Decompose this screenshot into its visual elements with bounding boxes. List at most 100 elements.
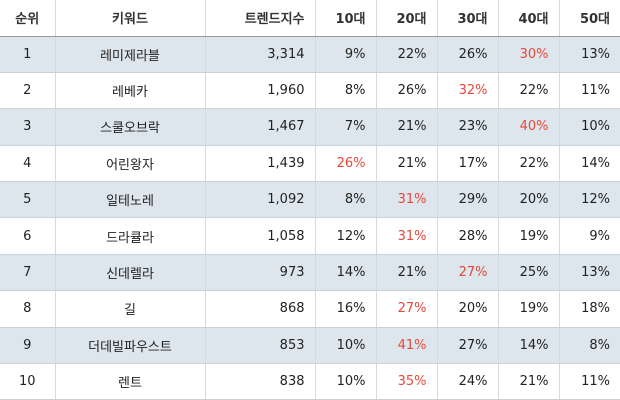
table-row: 10 렌트 838 10% 35% 24% 21% 11% bbox=[0, 363, 620, 400]
cell-age30: 17% bbox=[437, 145, 499, 183]
table-row: 7 신데렐라 973 14% 21% 27% 25% 13% bbox=[0, 254, 620, 292]
cell-rank: 2 bbox=[0, 72, 56, 110]
table-body: 1 레미제라블 3,314 9% 22% 26% 30% 13% 2 레베카 1,960 8% 26% 3… bbox=[0, 36, 620, 400]
cell-age30: 20% bbox=[437, 290, 499, 328]
table-row: 8 길 868 16% 27% 20% 19% 18% bbox=[0, 290, 620, 328]
cell-score: 1,467 bbox=[205, 108, 316, 146]
cell-score: 1,092 bbox=[205, 181, 316, 219]
cell-age40: 22% bbox=[498, 72, 560, 110]
header-keyword: 키워드 bbox=[55, 0, 206, 37]
cell-age40: 30% bbox=[498, 36, 560, 73]
cell-age30: 29% bbox=[437, 181, 499, 219]
cell-age10: 7% bbox=[315, 108, 377, 146]
cell-age30: 24% bbox=[437, 363, 499, 400]
cell-rank: 9 bbox=[0, 327, 56, 365]
cell-keyword: 더데빌파우스트 bbox=[55, 327, 206, 365]
table-row: 2 레베카 1,960 8% 26% 32% 22% 11% bbox=[0, 72, 620, 110]
cell-rank: 5 bbox=[0, 181, 56, 219]
header-row: 순위 키워드 트렌드지수 10대 20대 30대 40대 50대 bbox=[0, 0, 620, 37]
cell-age50: 8% bbox=[559, 327, 620, 365]
cell-score: 3,314 bbox=[205, 36, 316, 73]
cell-age20: 21% bbox=[376, 145, 438, 183]
cell-age20: 35% bbox=[376, 363, 438, 400]
cell-age40: 20% bbox=[498, 181, 560, 219]
header-age40: 40대 bbox=[498, 0, 560, 37]
cell-age40: 14% bbox=[498, 327, 560, 365]
cell-age40: 25% bbox=[498, 254, 560, 292]
cell-age50: 13% bbox=[559, 254, 620, 292]
header-age10: 10대 bbox=[315, 0, 377, 37]
cell-rank: 6 bbox=[0, 217, 56, 255]
cell-age40: 19% bbox=[498, 290, 560, 328]
cell-age20: 26% bbox=[376, 72, 438, 110]
cell-keyword: 드라큘라 bbox=[55, 217, 206, 255]
cell-age30: 23% bbox=[437, 108, 499, 146]
cell-rank: 8 bbox=[0, 290, 56, 328]
table-row: 4 어린왕자 1,439 26% 21% 17% 22% 14% bbox=[0, 145, 620, 183]
cell-age50: 11% bbox=[559, 72, 620, 110]
cell-keyword: 렌트 bbox=[55, 363, 206, 400]
table-row: 3 스쿨오브락 1,467 7% 21% 23% 40% 10% bbox=[0, 108, 620, 146]
cell-keyword: 스쿨오브락 bbox=[55, 108, 206, 146]
cell-score: 1,058 bbox=[205, 217, 316, 255]
cell-age20: 27% bbox=[376, 290, 438, 328]
cell-age10: 10% bbox=[315, 363, 377, 400]
cell-age30: 27% bbox=[437, 327, 499, 365]
cell-keyword: 레미제라블 bbox=[55, 36, 206, 73]
header-age50: 50대 bbox=[559, 0, 620, 37]
cell-score: 1,439 bbox=[205, 145, 316, 183]
table-row: 9 더데빌파우스트 853 10% 41% 27% 14% 8% bbox=[0, 327, 620, 365]
cell-rank: 10 bbox=[0, 363, 56, 400]
cell-age10: 12% bbox=[315, 217, 377, 255]
cell-age50: 14% bbox=[559, 145, 620, 183]
cell-age10: 10% bbox=[315, 327, 377, 365]
cell-age20: 31% bbox=[376, 217, 438, 255]
cell-score: 853 bbox=[205, 327, 316, 365]
cell-age50: 13% bbox=[559, 36, 620, 73]
cell-rank: 1 bbox=[0, 36, 56, 73]
cell-age40: 22% bbox=[498, 145, 560, 183]
cell-keyword: 일테노레 bbox=[55, 181, 206, 219]
cell-age50: 10% bbox=[559, 108, 620, 146]
cell-keyword: 길 bbox=[55, 290, 206, 328]
cell-age20: 21% bbox=[376, 108, 438, 146]
cell-keyword: 신데렐라 bbox=[55, 254, 206, 292]
header-age30: 30대 bbox=[437, 0, 499, 37]
cell-age40: 40% bbox=[498, 108, 560, 146]
cell-age50: 11% bbox=[559, 363, 620, 400]
cell-keyword: 어린왕자 bbox=[55, 145, 206, 183]
cell-age10: 14% bbox=[315, 254, 377, 292]
cell-rank: 4 bbox=[0, 145, 56, 183]
table-header: 순위 키워드 트렌드지수 10대 20대 30대 40대 50대 bbox=[0, 0, 620, 37]
header-score: 트렌드지수 bbox=[205, 0, 316, 37]
cell-rank: 7 bbox=[0, 254, 56, 292]
cell-age20: 22% bbox=[376, 36, 438, 73]
cell-age50: 18% bbox=[559, 290, 620, 328]
header-rank: 순위 bbox=[0, 0, 56, 37]
cell-score: 838 bbox=[205, 363, 316, 400]
table-row: 1 레미제라블 3,314 9% 22% 26% 30% 13% bbox=[0, 36, 620, 73]
cell-age30: 28% bbox=[437, 217, 499, 255]
cell-keyword: 레베카 bbox=[55, 72, 206, 110]
cell-age20: 41% bbox=[376, 327, 438, 365]
cell-rank: 3 bbox=[0, 108, 56, 146]
cell-age10: 26% bbox=[315, 145, 377, 183]
table-row: 5 일테노레 1,092 8% 31% 29% 20% 12% bbox=[0, 181, 620, 219]
cell-score: 973 bbox=[205, 254, 316, 292]
header-age20: 20대 bbox=[376, 0, 438, 37]
cell-age50: 12% bbox=[559, 181, 620, 219]
cell-age50: 9% bbox=[559, 217, 620, 255]
cell-age20: 21% bbox=[376, 254, 438, 292]
cell-age40: 21% bbox=[498, 363, 560, 400]
cell-age30: 26% bbox=[437, 36, 499, 73]
cell-age10: 8% bbox=[315, 72, 377, 110]
cell-age10: 9% bbox=[315, 36, 377, 73]
table-row: 6 드라큘라 1,058 12% 31% 28% 19% 9% bbox=[0, 217, 620, 255]
cell-score: 1,960 bbox=[205, 72, 316, 110]
cell-score: 868 bbox=[205, 290, 316, 328]
cell-age20: 31% bbox=[376, 181, 438, 219]
cell-age10: 8% bbox=[315, 181, 377, 219]
cell-age40: 19% bbox=[498, 217, 560, 255]
cell-age30: 32% bbox=[437, 72, 499, 110]
